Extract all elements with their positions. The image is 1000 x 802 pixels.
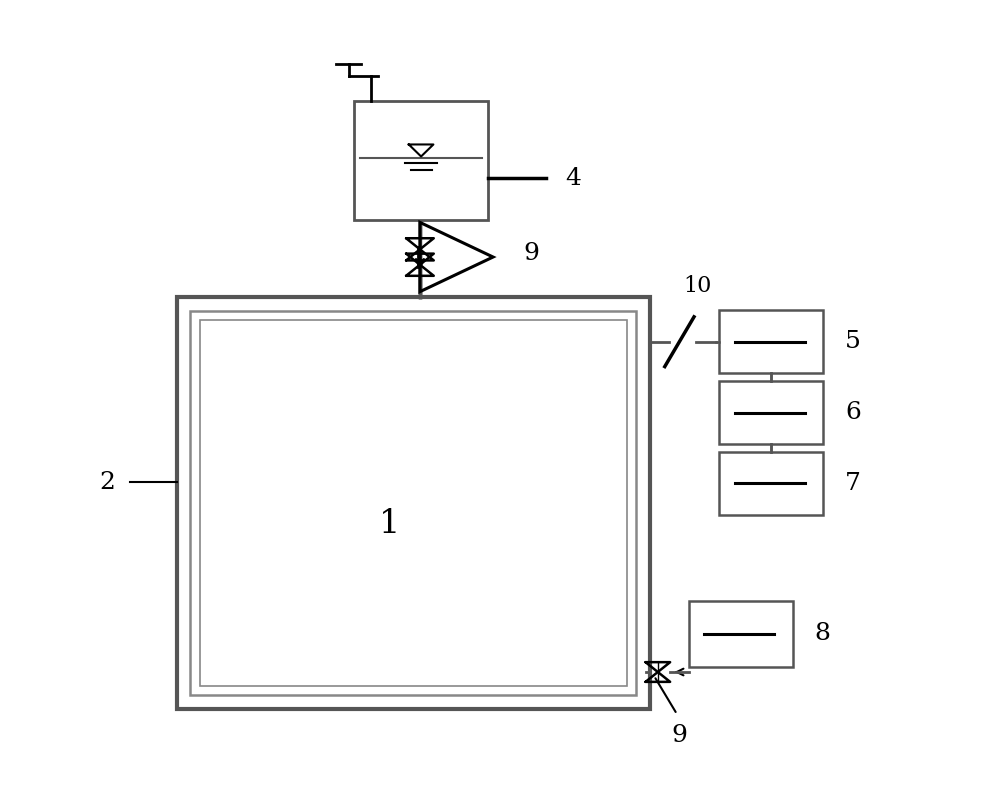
Text: 9: 9	[524, 241, 540, 265]
Text: 7: 7	[845, 472, 861, 495]
Text: 5: 5	[845, 330, 861, 353]
Text: 4: 4	[565, 167, 581, 190]
Text: 8: 8	[814, 622, 830, 646]
Text: 6: 6	[845, 401, 861, 424]
Bar	[719, 452, 823, 515]
Text: 1: 1	[379, 508, 400, 540]
Bar	[200, 320, 627, 686]
Text: 2: 2	[99, 471, 115, 494]
Text: 10: 10	[683, 275, 712, 297]
Bar	[719, 310, 823, 373]
Bar	[354, 101, 488, 220]
Bar	[177, 297, 650, 709]
Text: 9: 9	[671, 724, 687, 747]
Bar	[719, 381, 823, 444]
Bar	[689, 602, 793, 666]
Bar	[190, 311, 636, 695]
